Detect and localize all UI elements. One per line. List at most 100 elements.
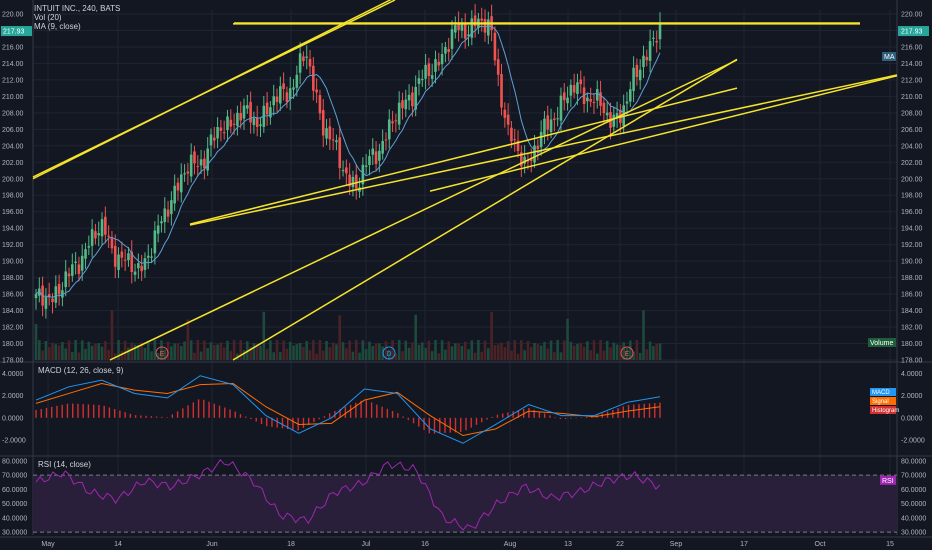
volume-bar <box>232 340 236 360</box>
candle-body <box>160 221 163 224</box>
macd-hist-bar <box>391 410 394 418</box>
candle-body <box>368 156 371 166</box>
macd-hist-bar <box>397 413 399 418</box>
candle-body <box>77 264 81 274</box>
price-tick-label: 192.00 <box>901 242 923 249</box>
trendline <box>189 87 738 225</box>
volume-bar <box>61 341 64 360</box>
volume-bar <box>351 351 355 360</box>
volume-bar <box>496 344 500 360</box>
volume-bar <box>490 312 493 360</box>
rsi-tick-label: 50.0000 <box>901 501 926 508</box>
volume-bar <box>642 310 645 360</box>
candle-body <box>533 145 536 163</box>
candle-body <box>61 290 64 298</box>
volume-bar <box>34 324 38 360</box>
volume-bar <box>219 342 223 360</box>
volume-bar <box>371 345 375 360</box>
candle-body <box>496 59 500 75</box>
price-tick-label-left: 202.00 <box>2 160 24 167</box>
volume-bar <box>153 340 157 360</box>
volume-bar <box>569 341 573 360</box>
macd-hist-bar <box>370 402 373 418</box>
volume-bar <box>163 349 167 360</box>
volume-bar <box>140 342 143 360</box>
macd-hist-bar <box>56 405 58 418</box>
candle-body <box>411 92 414 107</box>
macd-hist-bar <box>276 417 278 428</box>
candle-body <box>57 284 61 295</box>
volume-bar <box>444 349 447 360</box>
time-tick-label: 17 <box>740 541 748 548</box>
price-tick-label-left: 190.00 <box>2 259 24 266</box>
macd-hist-bar <box>103 405 105 418</box>
candle-body <box>193 151 196 164</box>
macd-hist-bar <box>444 417 446 433</box>
volume-bar <box>533 342 536 360</box>
candle-body <box>450 29 454 49</box>
candle-body <box>483 18 487 33</box>
volume-bar <box>546 348 550 360</box>
rsi-tick-label: 70.0000 <box>901 473 926 480</box>
candle-body <box>153 230 157 254</box>
volume-bar <box>612 342 616 360</box>
macd-hist-bar <box>234 411 236 418</box>
volume-bar <box>255 343 259 360</box>
candle-body <box>74 261 77 263</box>
macd-tick-label-left: 4.0000 <box>2 371 24 378</box>
candle-body <box>351 176 355 188</box>
volume-bar <box>325 340 328 360</box>
time-tick-label: May <box>41 541 55 548</box>
candle-body <box>107 235 110 237</box>
macd-hist-bar <box>145 415 147 418</box>
macd-hist-bar <box>155 416 158 418</box>
candle-body <box>500 74 503 108</box>
candle-body <box>117 254 120 271</box>
volume-bar <box>203 340 206 360</box>
volume-bar <box>312 340 315 360</box>
candle-body <box>579 79 583 85</box>
candle-body <box>397 102 401 125</box>
price-tick-label-left: 220.00 <box>2 12 24 19</box>
price-tick-label: 202.00 <box>901 160 923 167</box>
volume-bar <box>84 348 87 360</box>
macd-hist-bar <box>66 403 69 418</box>
volume-bar <box>222 347 226 360</box>
macd-hist-bar <box>643 403 645 418</box>
volume-bar <box>272 352 276 360</box>
macd-tag-label: MACD <box>872 390 890 396</box>
macd-hist-bar <box>439 417 441 434</box>
volume-bar <box>404 340 408 360</box>
volume-bar <box>586 341 589 360</box>
macd-hist-bar <box>659 402 661 418</box>
rsi-tick-label-left: 30.0000 <box>2 530 27 537</box>
candle-body <box>407 94 411 101</box>
volume-bar <box>625 348 629 360</box>
volume-bar <box>536 344 540 360</box>
macd-tick-label-left: 2.0000 <box>2 393 24 400</box>
macd-hist-bar <box>496 414 499 418</box>
price-tick-label-left: 216.00 <box>2 44 24 51</box>
candle-body <box>282 83 285 89</box>
volume-bar <box>269 340 272 360</box>
macd-hist-bar <box>134 415 137 418</box>
macd-hist-bar <box>197 399 200 418</box>
time-tick-label: Jul <box>362 541 371 548</box>
macd-hist-bar <box>302 417 305 428</box>
volume-bar <box>44 341 48 360</box>
event-marker <box>155 346 169 360</box>
price-tick-label-left: 212.00 <box>2 77 24 84</box>
time-tick-label: Sep <box>670 541 683 548</box>
candle-body <box>305 56 309 58</box>
macd-legend: MACD (12, 26, close, 9) <box>38 366 124 375</box>
volume-bar <box>67 340 71 360</box>
candle-body <box>156 225 160 234</box>
candle-body <box>635 64 639 78</box>
candle-body <box>67 273 71 277</box>
macd-hist-bar <box>229 409 231 418</box>
candle-body <box>199 159 203 166</box>
candle-body <box>595 89 599 101</box>
candle-body <box>387 119 391 140</box>
candle-body <box>354 174 358 189</box>
